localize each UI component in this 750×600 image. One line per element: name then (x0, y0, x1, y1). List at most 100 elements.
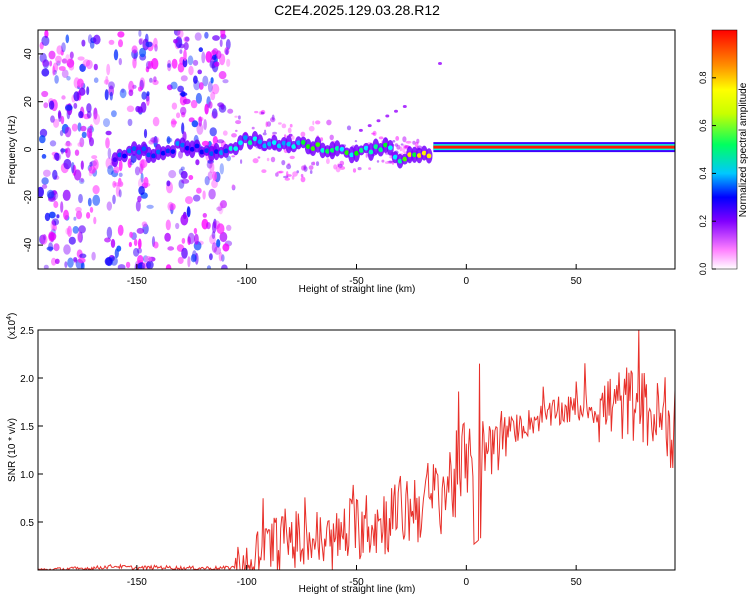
spectrogram-noise-cell (181, 247, 188, 259)
spectrogram-noise-cell (171, 102, 178, 110)
spectrogram-noise-cell (193, 227, 198, 235)
spectrogram-noise-cell (312, 120, 315, 126)
spectrogram-noise-cell (284, 177, 290, 181)
spectrogram-noise-cell (66, 76, 71, 81)
spectrogram-signal-cell (117, 152, 123, 158)
spectrogram-noise-cell (153, 136, 158, 148)
spectrogram-noise-cell (286, 171, 289, 177)
spectrogram-signal-cell (267, 141, 272, 147)
spectrogram-noise-cell (50, 220, 55, 232)
spectrogram-noise-cell (180, 106, 187, 116)
spectrogram-noise-cell (118, 172, 123, 177)
spectrogram-noise-cell (39, 234, 46, 245)
spectrogram-noise-cell (212, 136, 218, 145)
spectrogram-noise-cell (238, 115, 241, 120)
spectrogram-signal-cell (257, 139, 263, 145)
spectrogram-noise-cell (171, 120, 178, 125)
spectrogram-noise-cell (188, 65, 194, 76)
colorbar-label: Normalized spectral amplitude (738, 82, 749, 217)
spectrogram-noise-cell (188, 175, 194, 180)
spectrogram-noise-cell (80, 160, 84, 170)
spectrogram-signal-cell (243, 135, 248, 141)
y-tick-label: -40 (23, 237, 34, 252)
spectrogram-noise-cell (57, 110, 62, 119)
spectrogram-noise-cell (209, 253, 213, 261)
spectrogram-signal-cell (131, 146, 137, 152)
spectrogram-signal-cell (218, 150, 224, 156)
spectrogram-signal-cell (354, 150, 359, 156)
spectrogram-noise-cell (211, 231, 216, 239)
y-tick-label: 2.5 (20, 326, 34, 337)
spectrogram-signal-cell (397, 158, 403, 164)
spectrogram-noise-cell (80, 177, 84, 183)
spectrogram-noise-cell (164, 232, 171, 242)
spectrogram-noise-cell (86, 212, 91, 219)
spectrogram-noise-cell (93, 34, 101, 45)
x-tick-label: -50 (349, 577, 364, 588)
y-tick-label: 0.5 (20, 518, 34, 529)
spectrogram-noise-cell (196, 122, 204, 135)
spectrogram-noise-cell (108, 81, 115, 90)
spectrogram-noise-cell (72, 226, 79, 234)
spectrogram-noise-cell (52, 65, 56, 76)
spectrogram-noise-cell (86, 103, 92, 113)
spectrogram-noise-cell (43, 264, 49, 269)
spectrogram-noise-cell (231, 184, 235, 190)
spectrogram-noise-cell (38, 186, 44, 198)
x-tick-label: -50 (349, 276, 364, 287)
spectrogram-noise-cell (198, 47, 203, 53)
spectrogram-noise-cell (138, 37, 144, 45)
spectrogram-noise-cell (138, 30, 142, 37)
spectrogram-noise-cell (183, 49, 187, 62)
spectrogram-noise-cell (137, 195, 142, 203)
spectrogram-signal-cell (378, 147, 384, 153)
spectrogram-noise-cell (219, 231, 228, 243)
spectrogram-noise-cell (148, 139, 154, 145)
spectrogram-noise-cell (60, 147, 64, 155)
spectrogram-noise-cell (138, 186, 145, 195)
spectrogram-noise-cell (402, 147, 406, 153)
spectrogram-noise-cell (61, 58, 68, 64)
spectrogram-noise-cell (49, 140, 57, 147)
spectrogram-noise-cell (202, 213, 207, 218)
spectrogram-noise-cell (175, 222, 180, 230)
spectrogram-noise-cell (63, 209, 69, 220)
spectrogram-noise-cell (216, 206, 223, 212)
spectrogram-noise-cell (133, 238, 138, 247)
spectrogram-signal-cell (426, 153, 432, 159)
spectrogram-noise-cell (152, 116, 160, 127)
spectrogram-noise-cell (128, 89, 134, 97)
spectrogram-noise-cell (278, 170, 284, 174)
spectrogram-noise-cell (257, 156, 261, 159)
spectrogram-noise-cell (165, 219, 171, 231)
spectrogram-noise-cell (105, 130, 112, 136)
spectrogram-noise-cell (54, 258, 60, 264)
spectrogram-noise-cell (235, 120, 242, 125)
spectrogram-noise-cell (73, 257, 78, 262)
spectrogram-noise-cell (88, 166, 96, 174)
spectrogram-noise-cell (105, 75, 109, 85)
spectrogram-noise-cell (176, 112, 181, 119)
spectrogram-noise-cell (117, 224, 124, 236)
spectrogram-signal-cell (126, 148, 132, 154)
spectrogram-noise-cell (77, 56, 85, 61)
spectrogram-noise-cell (180, 91, 186, 98)
spectrogram-noise-cell (39, 135, 46, 144)
spectrogram-noise-cell (125, 261, 131, 269)
spectrogram-noise-cell (221, 254, 225, 262)
spectrogram-noise-cell (212, 171, 217, 181)
colorbar-tick-label: 0.2 (698, 215, 708, 228)
spectrogram-noise-cell (41, 35, 50, 47)
spectrogram-noise-cell (234, 115, 238, 118)
spectrogram-noise-cell (183, 42, 189, 51)
spectrogram-noise-cell (216, 239, 221, 248)
snr-y-label: SNR (10 * v/v) (7, 418, 18, 482)
spectrogram-noise-cell (39, 234, 48, 245)
spectrogram-noise-cell (384, 161, 390, 165)
spectrogram-noise-cell (181, 237, 186, 244)
spectrogram-noise-cell (43, 169, 51, 177)
spectrogram-noise-cell (79, 253, 87, 259)
spectrogram-noise-cell (51, 257, 57, 266)
spectrogram-signal-cell (185, 145, 190, 151)
spectrogram-noise-cell (402, 136, 407, 143)
